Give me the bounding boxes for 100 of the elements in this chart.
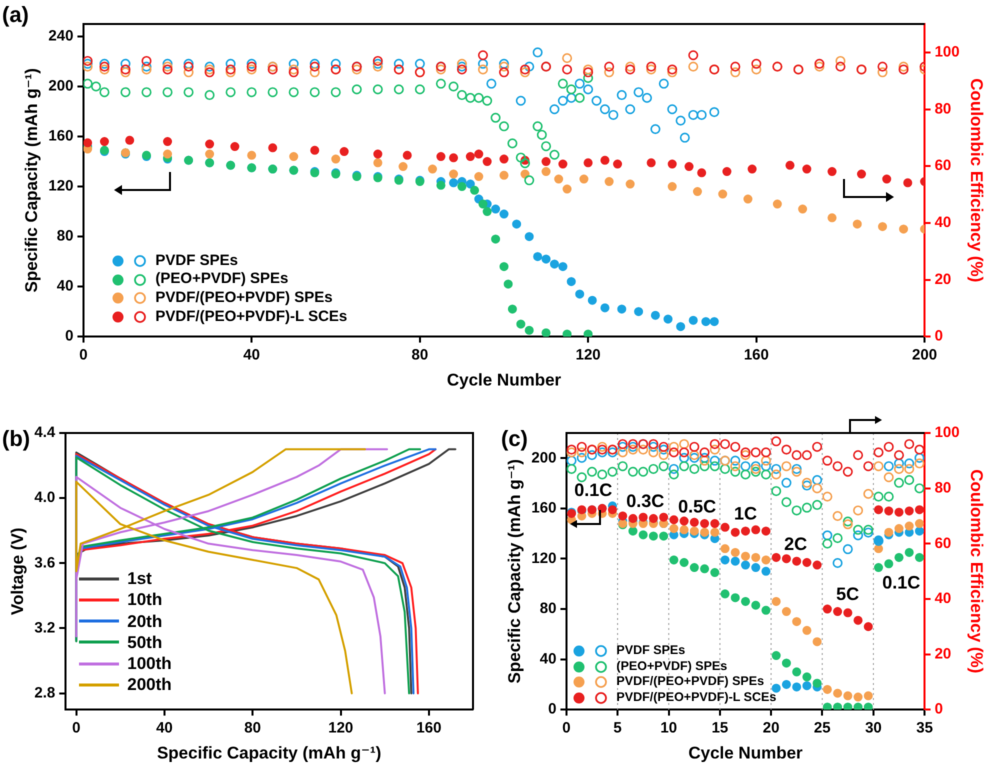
point (604, 67, 614, 78)
point (802, 681, 812, 690)
y-tick-label: 120 (531, 550, 556, 567)
x-tick-label: 35 (916, 720, 933, 737)
point (710, 456, 720, 466)
point (268, 87, 278, 98)
point (884, 528, 894, 537)
point (904, 548, 914, 557)
y-tick-label: 4.4 (34, 424, 56, 442)
point (310, 58, 320, 69)
point (761, 566, 770, 576)
point (562, 53, 572, 64)
point (618, 442, 628, 452)
point (204, 62, 215, 72)
y2-tick-label: 20 (934, 270, 952, 288)
annotation: 1C (734, 504, 758, 524)
point (852, 220, 862, 229)
point (832, 461, 843, 472)
point (730, 528, 740, 537)
annotation: 0.5C (678, 496, 716, 517)
point (288, 58, 299, 69)
point (648, 442, 658, 452)
point (750, 466, 761, 477)
point (576, 447, 587, 458)
point (798, 204, 808, 214)
y-tick-label: 40 (56, 278, 74, 295)
point (125, 136, 134, 145)
point (710, 444, 720, 455)
point (507, 138, 518, 148)
y2-tick-label: 80 (934, 479, 952, 496)
y-tick-label: 0 (548, 700, 556, 718)
point (648, 464, 658, 474)
point (792, 667, 802, 676)
legend-label: 50th (127, 632, 162, 654)
point (740, 469, 750, 480)
point (120, 67, 130, 78)
point (843, 702, 852, 710)
point (842, 544, 853, 554)
point (331, 154, 340, 164)
point (120, 58, 130, 69)
point (904, 464, 914, 474)
point (700, 452, 710, 463)
point (812, 500, 822, 510)
point (802, 480, 812, 491)
point (558, 262, 568, 272)
point (854, 702, 863, 710)
point (608, 505, 617, 514)
point (618, 447, 628, 458)
point (730, 456, 740, 466)
point (482, 157, 492, 166)
point (904, 506, 914, 516)
point (874, 563, 884, 572)
point (669, 555, 678, 564)
point (456, 64, 467, 74)
point (914, 458, 924, 468)
point (853, 530, 864, 540)
point (781, 478, 792, 488)
point (448, 82, 459, 92)
x-tick-label: 10 (660, 720, 678, 737)
point (490, 112, 501, 123)
point (142, 87, 152, 98)
y-tick-label: 160 (531, 500, 556, 517)
point (690, 526, 699, 536)
point (650, 310, 660, 320)
point (466, 180, 475, 189)
point (914, 483, 924, 494)
point (710, 568, 720, 578)
x-tick-label: 40 (156, 720, 173, 737)
point (542, 157, 551, 166)
point (474, 172, 484, 182)
y2-axis-title: Coulombic Efficiency (%) (967, 469, 986, 674)
point (700, 564, 710, 574)
point (722, 167, 732, 176)
point (812, 442, 822, 452)
point (204, 90, 215, 100)
point (625, 104, 636, 114)
point (352, 84, 362, 94)
point (456, 90, 467, 100)
legend-label: PVDF/(PEO+PVDF) SPEs (155, 289, 333, 308)
point (478, 58, 488, 69)
point (310, 62, 320, 72)
point (491, 204, 500, 214)
point (288, 67, 299, 78)
point (679, 447, 690, 458)
point (781, 497, 792, 508)
point (761, 555, 770, 564)
point (474, 92, 484, 103)
x-tick-label: 120 (328, 720, 354, 737)
point (457, 182, 466, 192)
point (617, 304, 626, 314)
point (894, 450, 904, 460)
point (894, 464, 904, 474)
point (533, 252, 542, 262)
point (792, 466, 802, 477)
point (500, 262, 508, 272)
point (310, 146, 320, 155)
point (456, 62, 467, 72)
point (549, 150, 560, 160)
point (782, 680, 791, 689)
point (184, 62, 194, 72)
